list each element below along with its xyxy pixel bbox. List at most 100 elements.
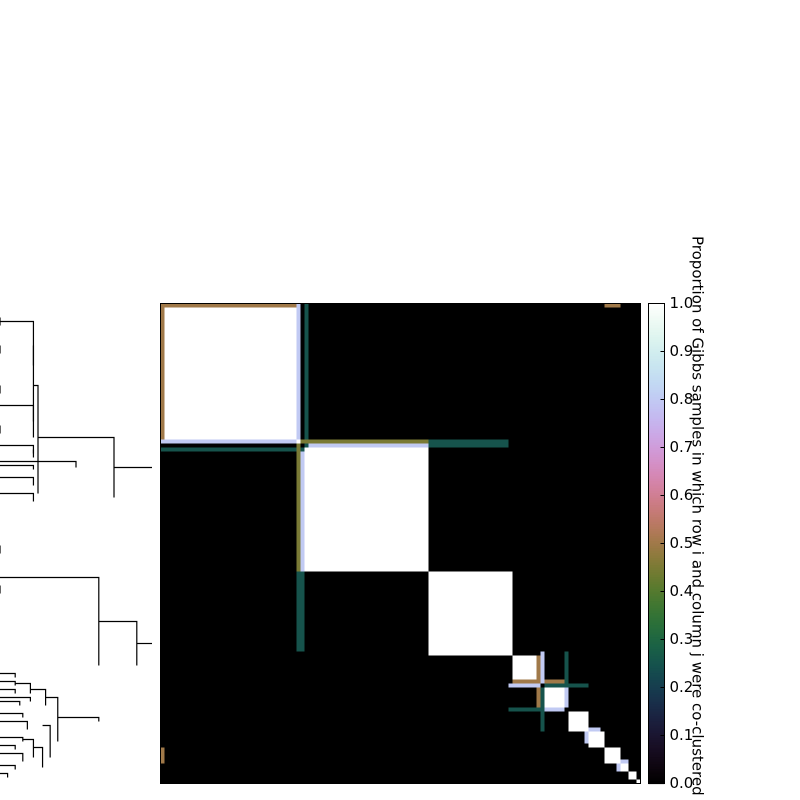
heatmap-cell-band [616,763,621,772]
colorbar-segment [648,598,665,602]
heatmap-cell-band [160,303,301,308]
colorbar-segment [648,733,665,737]
colorbar-segment [648,740,665,744]
colorbar-segment [648,500,665,504]
colorbar-segment [648,397,665,401]
colorbar-segment [648,663,665,667]
colorbar-segment [648,553,665,557]
colorbar [648,303,665,785]
colorbar-segment [648,401,665,405]
dendrogram-link [0,736,24,742]
colorbar-segment [648,440,665,444]
colorbar-segment [648,730,665,734]
colorbar-segment [648,656,665,660]
colorbar-segment [648,509,665,513]
dendrogram-link [0,576,100,666]
colorbar-segment [648,305,665,309]
heatmap-cell-band [564,687,569,708]
colorbar-segment [648,356,665,360]
heatmap-block [636,779,641,784]
colorbar-segment [648,591,665,595]
colorbar-segment [648,526,665,530]
colorbar-segment [648,632,665,636]
colorbar-segment [648,310,665,314]
colorbar-segment [648,761,665,765]
colorbar-segment [648,754,665,758]
colorbar-segment [648,581,665,585]
colorbar-segment [648,680,665,684]
colorbar-segment [648,497,665,501]
dendrogram-link [0,464,35,470]
colorbar-segment [648,349,665,353]
colorbar-segment [648,387,665,391]
colorbar-segment [648,584,665,588]
colorbar-segment [648,665,665,669]
heatmap-cell-band [588,727,601,732]
dendrogram-link [22,738,35,758]
colorbar-segment [648,406,665,410]
heatmap-cell-band [160,303,165,444]
colorbar-segment [648,745,665,749]
colorbar-segment [648,541,665,545]
colorbar-segment [648,593,665,597]
dendrogram-link [0,688,16,694]
colorbar-segment [648,596,665,600]
colorbar-tick-label: 0.2 [670,678,694,696]
heatmap-block [164,307,301,444]
heatmap-cell-band [308,443,429,448]
colorbar-segment [648,368,665,372]
heatmap-cell-band [584,731,589,744]
colorbar-segment [648,742,665,746]
colorbar-segment [648,519,665,523]
colorbar-segment [648,776,665,780]
colorbar-segment [648,709,665,713]
colorbar-segment [648,562,665,566]
dendrogram-link [57,716,100,722]
dendrogram-link [38,436,115,498]
heatmap-block [620,763,629,772]
colorbar-tick-label: 0.8 [670,390,694,408]
dendrogram-link [0,680,16,686]
heatmap-block [428,571,513,656]
colorbar-segment [648,351,665,355]
heatmap-cell-band [160,447,305,452]
colorbar-segment [648,615,665,619]
colorbar-segment [648,567,665,571]
dendrogram-link [98,620,138,666]
colorbar-segment [648,459,665,463]
colorbar-segment [648,363,665,367]
colorbar-segment [648,447,665,451]
colorbar-segment [648,461,665,465]
colorbar-segment [648,449,665,453]
colorbar-segment [648,512,665,516]
colorbar-segment [648,502,665,506]
colorbar-segment [648,629,665,633]
colorbar-segment [648,759,665,763]
colorbar-segment [648,677,665,681]
colorbar-segment [648,560,665,564]
colorbar-segment [648,670,665,674]
colorbar-segment [648,685,665,689]
colorbar-segment [648,550,665,554]
colorbar-segment [648,416,665,420]
colorbar-segment [648,613,665,617]
heatmap-cell-band [304,303,309,448]
colorbar-label: Proportion of Gibbs samples in which row… [689,236,707,796]
colorbar-segment [648,773,665,777]
colorbar-segment [648,658,665,662]
colorbar-segment [648,637,665,641]
colorbar-segment [648,747,665,751]
colorbar-segment [648,394,665,398]
colorbar-segment [648,757,665,761]
colorbar-segment [648,682,665,686]
heatmap-cell-band [160,439,297,444]
heatmap-cell-band [508,707,545,712]
colorbar-segment [648,689,665,693]
colorbar-segment [648,627,665,631]
colorbar-segment [648,505,665,509]
heatmap-block [628,771,637,780]
colorbar-segment [648,521,665,525]
heatmap-cell-band [296,443,301,572]
colorbar-segment [648,605,665,609]
colorbar-segment [648,574,665,578]
